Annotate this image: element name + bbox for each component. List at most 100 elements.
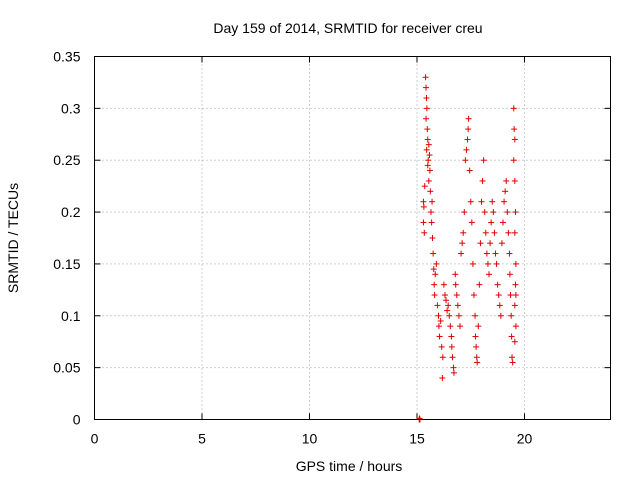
data-point: [474, 359, 481, 366]
data-point: [508, 312, 515, 319]
data-point: [441, 292, 448, 299]
data-point: [425, 177, 432, 184]
data-point: [450, 364, 457, 371]
data-point: [476, 281, 483, 288]
data-point: [465, 115, 472, 122]
data-point: [507, 292, 514, 299]
data-point: [504, 209, 511, 216]
data-point: [430, 266, 437, 273]
data-point: [421, 183, 428, 190]
x-tick-label: 15: [409, 431, 425, 447]
data-point: [447, 323, 454, 330]
data-point: [425, 157, 432, 164]
data-point: [458, 250, 465, 257]
data-point: [479, 177, 486, 184]
y-tick-label: 0.15: [53, 256, 80, 272]
data-point: [434, 302, 441, 309]
data-point: [457, 323, 463, 330]
data-point: [480, 157, 487, 164]
data-point: [461, 209, 468, 216]
data-point: [439, 354, 446, 361]
data-point: [426, 167, 433, 174]
data-point: [429, 235, 436, 241]
data-point: [423, 105, 430, 112]
data-point: [423, 84, 430, 91]
data-point: [420, 198, 427, 205]
data-point: [422, 74, 429, 81]
data-point: [423, 115, 430, 122]
data-point: [491, 229, 498, 236]
data-point: [468, 219, 475, 226]
data-points: [416, 74, 519, 423]
data-point: [459, 240, 466, 247]
data-point: [511, 302, 518, 309]
data-point: [511, 126, 518, 133]
y-tick-label: 0: [73, 412, 81, 428]
data-point: [503, 177, 510, 184]
data-point: [509, 354, 516, 361]
data-point: [472, 312, 479, 319]
data-point: [511, 136, 518, 143]
data-point: [467, 198, 474, 205]
data-point: [489, 198, 496, 205]
data-point: [437, 317, 444, 324]
data-point: [432, 271, 439, 278]
data-point: [420, 203, 427, 210]
data-point: [430, 250, 437, 257]
data-point: [423, 146, 430, 153]
data-point: [450, 369, 457, 376]
y-axis-label: SRMTID / TECUs: [5, 183, 21, 293]
data-point: [460, 229, 467, 236]
data-point: [494, 281, 501, 288]
data-point: [473, 343, 480, 350]
data-point: [488, 219, 495, 226]
x-axis-label: GPS time / hours: [296, 458, 403, 474]
data-point: [439, 375, 446, 382]
data-point: [484, 260, 491, 267]
data-point: [452, 271, 459, 278]
data-point: [487, 240, 494, 247]
data-point: [462, 157, 469, 164]
data-point: [431, 292, 438, 299]
data-point: [453, 292, 460, 299]
data-point: [452, 281, 459, 288]
data-point: [427, 188, 434, 195]
data-point: [465, 126, 472, 133]
data-point: [424, 126, 431, 133]
y-tick-label: 0.05: [53, 360, 80, 376]
data-point: [423, 94, 430, 101]
data-point: [481, 209, 488, 216]
data-point: [424, 136, 431, 143]
data-point: [426, 152, 433, 159]
y-tick-label: 0.1: [61, 308, 81, 324]
y-tick-label: 0.2: [61, 204, 81, 220]
data-point: [448, 333, 455, 340]
data-point: [427, 209, 434, 216]
data-point: [455, 312, 462, 319]
grid: [94, 56, 611, 420]
data-point: [473, 354, 480, 361]
axis-ticks: [94, 56, 611, 420]
data-point: [501, 198, 508, 205]
data-point: [510, 105, 517, 112]
data-point: [449, 354, 456, 361]
data-point: [470, 292, 477, 299]
data-point: [436, 333, 443, 340]
data-point: [475, 323, 482, 330]
data-point: [502, 188, 509, 195]
data-point: [431, 281, 438, 288]
data-point: [510, 157, 517, 164]
data-point: [433, 260, 440, 267]
x-tick-label: 20: [517, 431, 533, 447]
y-tick-label: 0.35: [53, 49, 80, 65]
data-point: [511, 177, 518, 184]
data-point: [438, 343, 445, 350]
data-point: [496, 302, 503, 309]
data-point: [425, 141, 432, 148]
data-point: [509, 359, 516, 366]
data-point: [448, 343, 455, 350]
data-point: [512, 292, 519, 299]
data-point: [497, 312, 504, 319]
data-point: [477, 240, 484, 247]
